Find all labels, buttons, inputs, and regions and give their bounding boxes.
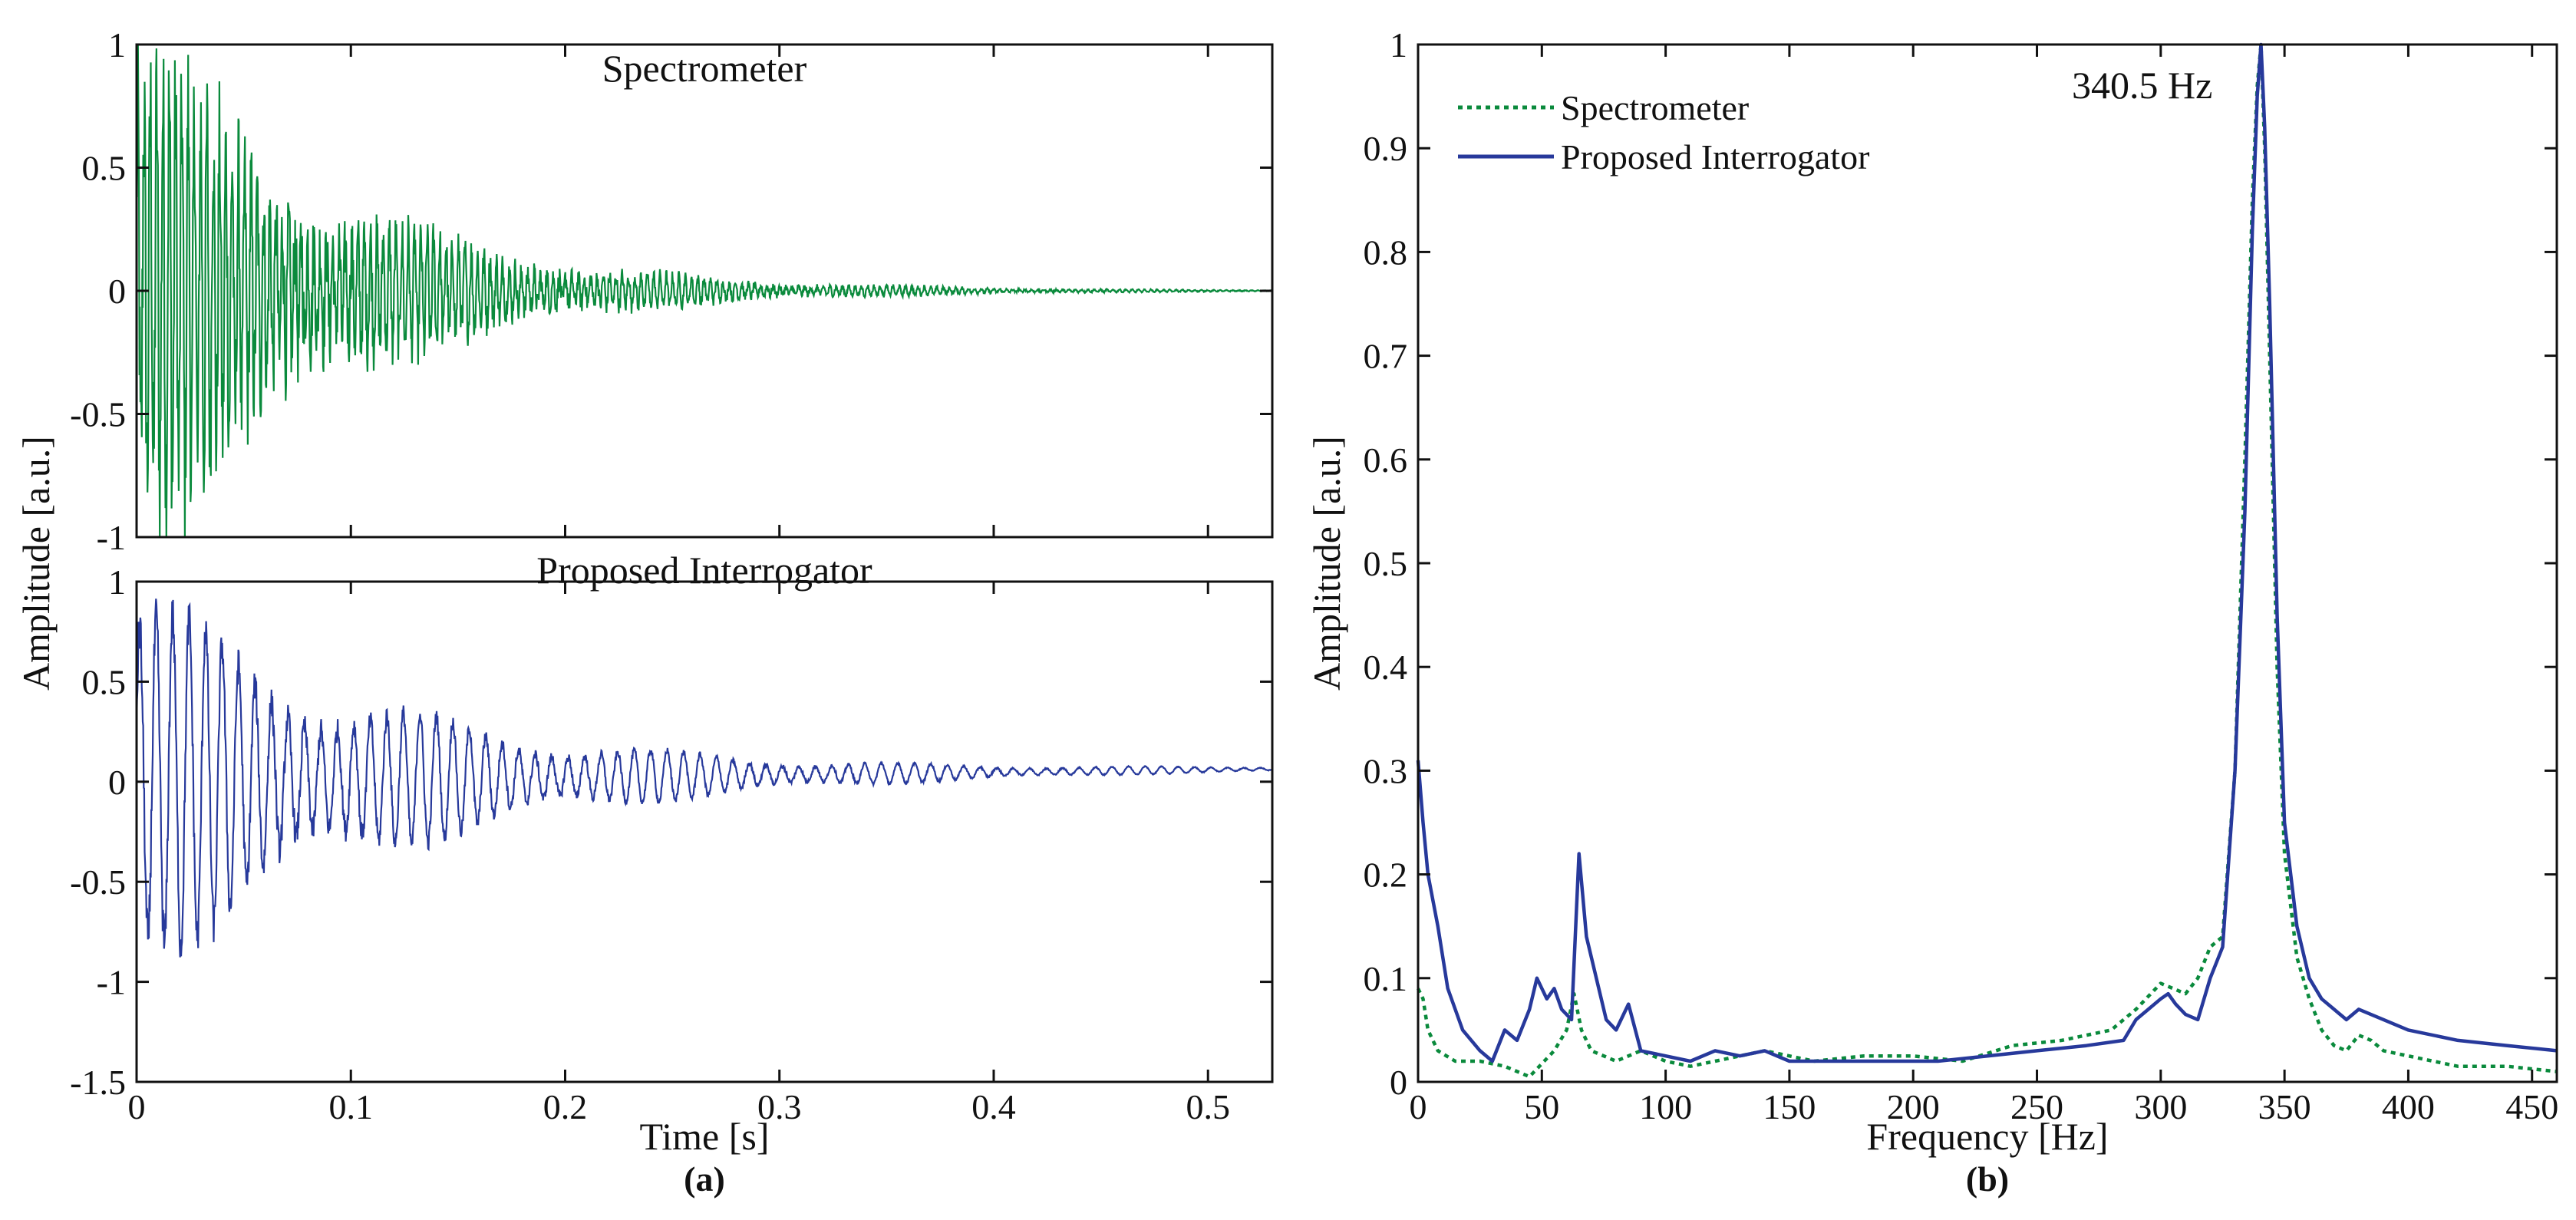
y-tick-label: 0.5 [82,662,127,701]
y-tick-label: 1 [1390,25,1407,64]
chart-a-spectrometer: -1 -0.5 0 0.5 1 Spectrometer [70,25,1274,557]
chart-title: Spectrometer [602,47,807,90]
y-tick-label: 0.5 [1364,544,1408,583]
x-tick-label: 0 [1410,1087,1427,1126]
x-tick-label: 50 [1524,1087,1559,1126]
y-axis-label: Amplitude [a.u.] [1305,436,1348,691]
y-tick-label: 0.4 [1364,648,1408,687]
x-tick-label: 250 [2010,1087,2063,1126]
x-tick-label: 0.1 [328,1087,373,1126]
x-tick-label: 0.3 [757,1087,802,1126]
x-tick-label: 150 [1763,1087,1816,1126]
spectrum-series [1416,42,2558,1079]
x-tick-label: 450 [2505,1087,2558,1126]
series-line [135,598,1273,958]
y-tick-label: 1 [108,25,126,64]
y-tick-label: 0.1 [1364,959,1408,998]
y-ticks: -1 -0.5 0 0.5 1 [70,25,1272,557]
x-axis-label: Frequency [Hz] [1866,1115,2108,1158]
y-ticks: -1.5 -1 -0.5 0 0.5 1 [70,562,1272,1102]
y-tick-label: 0.2 [1364,856,1408,895]
legend: Spectrometer Proposed Interrogator [1458,88,1869,176]
spectrometer-time-series [135,44,1273,538]
chart-title: Proposed Interrogator [536,549,872,592]
x-ticks: 0 50 100 150 200 250 300 350 400 450 [1410,45,2558,1126]
legend-label-spectrometer: Spectrometer [1561,88,1749,127]
y-tick-label: 0.3 [1364,751,1408,790]
x-tick-label: 300 [2134,1087,2187,1126]
x-tick-label: 0.4 [971,1087,1016,1126]
x-tick-label: 0.2 [543,1087,588,1126]
y-tick-label: 0.8 [1364,232,1408,272]
plot-frame [135,580,1274,1083]
y-tick-label: -1.5 [70,1063,126,1102]
legend-label-interrogator: Proposed Interrogator [1561,137,1869,176]
plot-frame [1417,43,2558,1083]
series-line-interrogator [1416,42,2558,1063]
y-tick-label: 0.6 [1364,440,1408,480]
y-tick-label: -0.5 [70,862,126,902]
x-tick-label: 400 [2382,1087,2435,1126]
y-tick-label: 0 [108,272,126,311]
y-ticks: 0 0.1 0.2 0.3 0.4 0.5 0.6 0.7 0.8 0.9 1 [1364,25,2557,1102]
panel-b-label: (b) [1966,1159,2009,1199]
x-tick-label: 350 [2258,1087,2311,1126]
panel-a-label: (a) [684,1159,725,1199]
x-ticks [135,45,1209,537]
x-tick-label: 0.5 [1186,1087,1230,1126]
y-tick-label: 0.7 [1364,337,1408,376]
y-axis-label-left: Amplitude [a.u.] [15,436,58,691]
x-tick-label: 100 [1639,1087,1692,1126]
y-tick-label: 0.9 [1364,129,1408,168]
x-axis-label: Time [s] [639,1115,769,1158]
chart-b-spectrum: 0 0.1 0.2 0.3 0.4 0.5 0.6 0.7 0.8 0.9 1 0 50 100 150 2… [1305,25,2558,1158]
series-line-spectrometer [1416,42,2558,1079]
y-tick-label: 0.5 [82,149,127,188]
y-tick-label: -1 [97,518,126,557]
y-tick-label: -1 [97,963,126,1002]
series-line [135,44,1273,538]
y-tick-label: 1 [108,562,126,602]
x-ticks: 0 0.1 0.2 0.3 0.4 0.5 [128,582,1230,1126]
chart-a-interrogator: -1.5 -1 -0.5 0 0.5 1 0 0.1 0.2 0.3 0.4 0.5 Propose… [70,549,1274,1158]
peak-annotation: 340.5 Hz [2072,64,2212,107]
x-tick-label: 0 [128,1087,146,1126]
y-tick-label: 0 [108,763,126,802]
y-tick-label: 0 [1390,1063,1407,1102]
x-tick-label: 200 [1887,1087,1940,1126]
y-tick-label: -0.5 [70,395,126,434]
interrogator-time-series [135,598,1273,958]
